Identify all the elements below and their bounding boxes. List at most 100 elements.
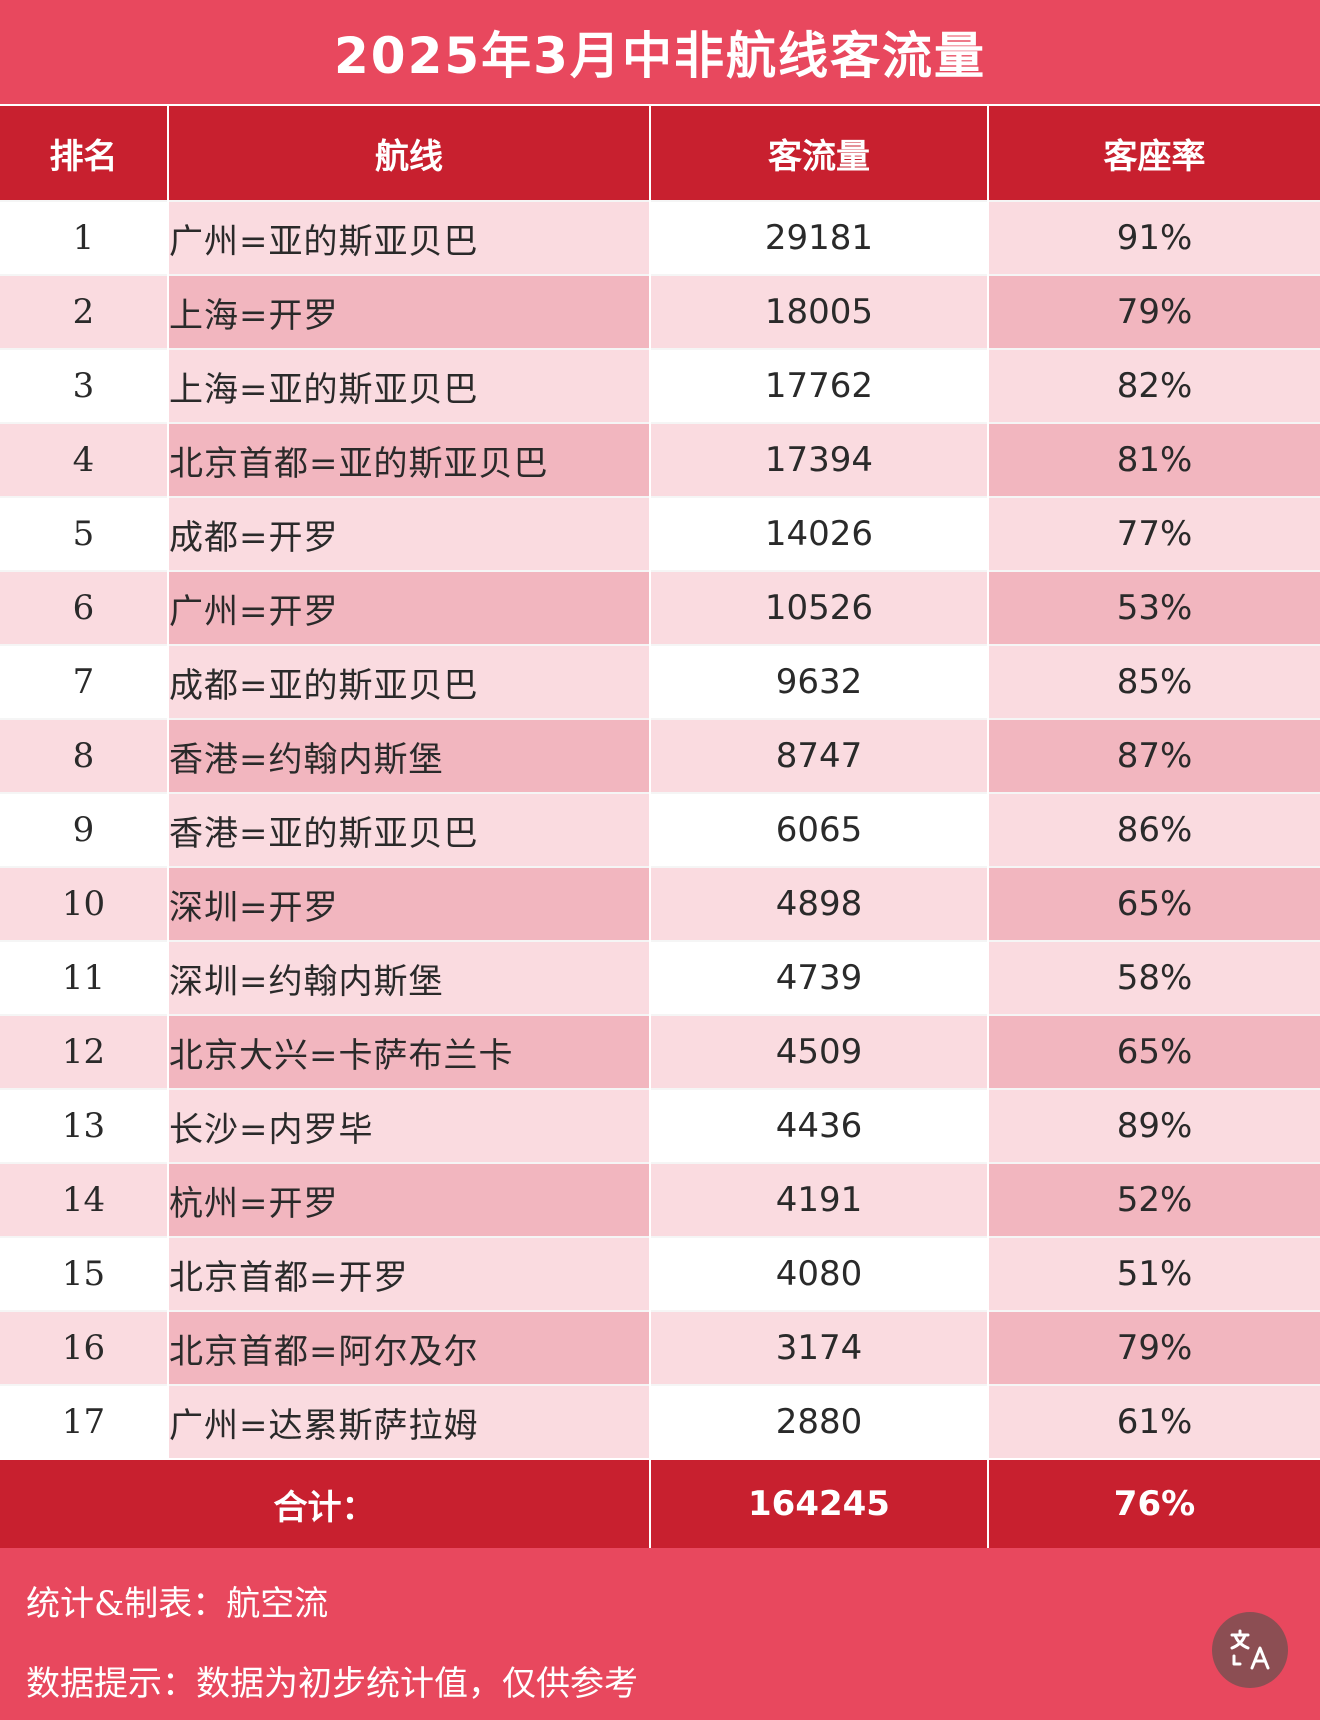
route-cell: 上海=亚的斯亚贝巴 <box>167 348 650 423</box>
load-factor-cell: 52% <box>987 1162 1320 1237</box>
total-label: 合计： <box>0 1458 650 1548</box>
total-load-factor: 76% <box>987 1458 1320 1548</box>
table-row: 16 北京首都=阿尔及尔 3174 79% <box>0 1310 1320 1385</box>
rank-cell: 10 <box>0 866 168 941</box>
table-row: 15 北京首都=开罗 4080 51% <box>0 1236 1320 1311</box>
footer-note: 数据提示：数据为初步统计值，仅供参考 <box>26 1664 638 1704</box>
route-cell: 深圳=开罗 <box>167 866 650 941</box>
passengers-cell: 18005 <box>649 274 988 349</box>
rank-cell: 16 <box>0 1310 168 1385</box>
route-cell: 长沙=内罗毕 <box>167 1088 650 1163</box>
route-cell: 北京首都=亚的斯亚贝巴 <box>167 422 650 497</box>
rank-cell: 3 <box>0 348 168 423</box>
passengers-cell: 2880 <box>649 1384 988 1459</box>
route-cell: 北京首都=开罗 <box>167 1236 650 1311</box>
header-route: 航线 <box>167 104 650 201</box>
rank-cell: 4 <box>0 422 168 497</box>
load-factor-cell: 79% <box>987 1310 1320 1385</box>
header-rank: 排名 <box>0 104 168 201</box>
table-body: 1 广州=亚的斯亚贝巴 29181 91% 2 上海=开罗 18005 79% … <box>0 200 1320 1548</box>
passengers-cell: 4080 <box>649 1236 988 1311</box>
rank-cell: 9 <box>0 792 168 867</box>
route-cell: 成都=亚的斯亚贝巴 <box>167 644 650 719</box>
passengers-cell: 8747 <box>649 718 988 793</box>
rank-cell: 12 <box>0 1014 168 1089</box>
rank-cell: 2 <box>0 274 168 349</box>
passengers-cell: 3174 <box>649 1310 988 1385</box>
rank-cell: 14 <box>0 1162 168 1237</box>
route-cell: 广州=亚的斯亚贝巴 <box>167 200 650 275</box>
rank-cell: 13 <box>0 1088 168 1163</box>
footer-source: 统计&制表：航空流 <box>26 1584 329 1624</box>
table-header-row: 排名 航线 客流量 客座率 <box>0 104 1320 201</box>
load-factor-cell: 53% <box>987 570 1320 645</box>
load-factor-cell: 86% <box>987 792 1320 867</box>
rank-cell: 11 <box>0 940 168 1015</box>
passengers-cell: 4191 <box>649 1162 988 1237</box>
passengers-cell: 4509 <box>649 1014 988 1089</box>
load-factor-cell: 81% <box>987 422 1320 497</box>
rank-cell: 6 <box>0 570 168 645</box>
passengers-cell: 17394 <box>649 422 988 497</box>
total-row: 合计： 164245 76% <box>0 1458 1320 1548</box>
table-row: 5 成都=开罗 14026 77% <box>0 496 1320 571</box>
load-factor-cell: 91% <box>987 200 1320 275</box>
footer: 统计&制表：航空流 数据提示：数据为初步统计值，仅供参考 <box>0 1548 1320 1720</box>
load-factor-cell: 82% <box>987 348 1320 423</box>
page-title: 2025年3月中非航线客流量 <box>334 27 986 85</box>
rank-cell: 17 <box>0 1384 168 1459</box>
translate-button[interactable] <box>1212 1612 1288 1688</box>
passengers-cell: 4898 <box>649 866 988 941</box>
total-passengers: 164245 <box>649 1458 988 1548</box>
rank-cell: 15 <box>0 1236 168 1311</box>
route-cell: 杭州=开罗 <box>167 1162 650 1237</box>
table-row: 4 北京首都=亚的斯亚贝巴 17394 81% <box>0 422 1320 497</box>
load-factor-cell: 79% <box>987 274 1320 349</box>
passengers-cell: 10526 <box>649 570 988 645</box>
load-factor-cell: 61% <box>987 1384 1320 1459</box>
table-row: 3 上海=亚的斯亚贝巴 17762 82% <box>0 348 1320 423</box>
title-bar: 2025年3月中非航线客流量 <box>0 0 1320 104</box>
table-row: 13 长沙=内罗毕 4436 89% <box>0 1088 1320 1163</box>
load-factor-cell: 51% <box>987 1236 1320 1311</box>
load-factor-cell: 65% <box>987 1014 1320 1089</box>
passengers-cell: 9632 <box>649 644 988 719</box>
passengers-cell: 6065 <box>649 792 988 867</box>
load-factor-cell: 89% <box>987 1088 1320 1163</box>
load-factor-cell: 77% <box>987 496 1320 571</box>
table-row: 12 北京大兴=卡萨布兰卡 4509 65% <box>0 1014 1320 1089</box>
route-cell: 深圳=约翰内斯堡 <box>167 940 650 1015</box>
translate-icon <box>1230 1629 1270 1670</box>
table-row: 6 广州=开罗 10526 53% <box>0 570 1320 645</box>
passengers-cell: 17762 <box>649 348 988 423</box>
passengers-cell: 4739 <box>649 940 988 1015</box>
load-factor-cell: 65% <box>987 866 1320 941</box>
table-row: 2 上海=开罗 18005 79% <box>0 274 1320 349</box>
route-cell: 上海=开罗 <box>167 274 650 349</box>
route-cell: 香港=亚的斯亚贝巴 <box>167 792 650 867</box>
route-cell: 北京首都=阿尔及尔 <box>167 1310 650 1385</box>
route-cell: 北京大兴=卡萨布兰卡 <box>167 1014 650 1089</box>
passengers-cell: 29181 <box>649 200 988 275</box>
table-row: 10 深圳=开罗 4898 65% <box>0 866 1320 941</box>
load-factor-cell: 87% <box>987 718 1320 793</box>
header-passengers: 客流量 <box>649 104 988 201</box>
table-row: 17 广州=达累斯萨拉姆 2880 61% <box>0 1384 1320 1459</box>
route-table: 排名 航线 客流量 客座率 1 广州=亚的斯亚贝巴 29181 91% 2 上海… <box>0 104 1320 1548</box>
rank-cell: 7 <box>0 644 168 719</box>
load-factor-cell: 58% <box>987 940 1320 1015</box>
passengers-cell: 14026 <box>649 496 988 571</box>
route-cell: 广州=达累斯萨拉姆 <box>167 1384 650 1459</box>
route-cell: 广州=开罗 <box>167 570 650 645</box>
table-row: 7 成都=亚的斯亚贝巴 9632 85% <box>0 644 1320 719</box>
rank-cell: 5 <box>0 496 168 571</box>
table-row: 9 香港=亚的斯亚贝巴 6065 86% <box>0 792 1320 867</box>
table-row: 14 杭州=开罗 4191 52% <box>0 1162 1320 1237</box>
rank-cell: 1 <box>0 200 168 275</box>
passengers-cell: 4436 <box>649 1088 988 1163</box>
route-cell: 香港=约翰内斯堡 <box>167 718 650 793</box>
header-load-factor: 客座率 <box>987 104 1320 201</box>
table-row: 11 深圳=约翰内斯堡 4739 58% <box>0 940 1320 1015</box>
table-row: 8 香港=约翰内斯堡 8747 87% <box>0 718 1320 793</box>
